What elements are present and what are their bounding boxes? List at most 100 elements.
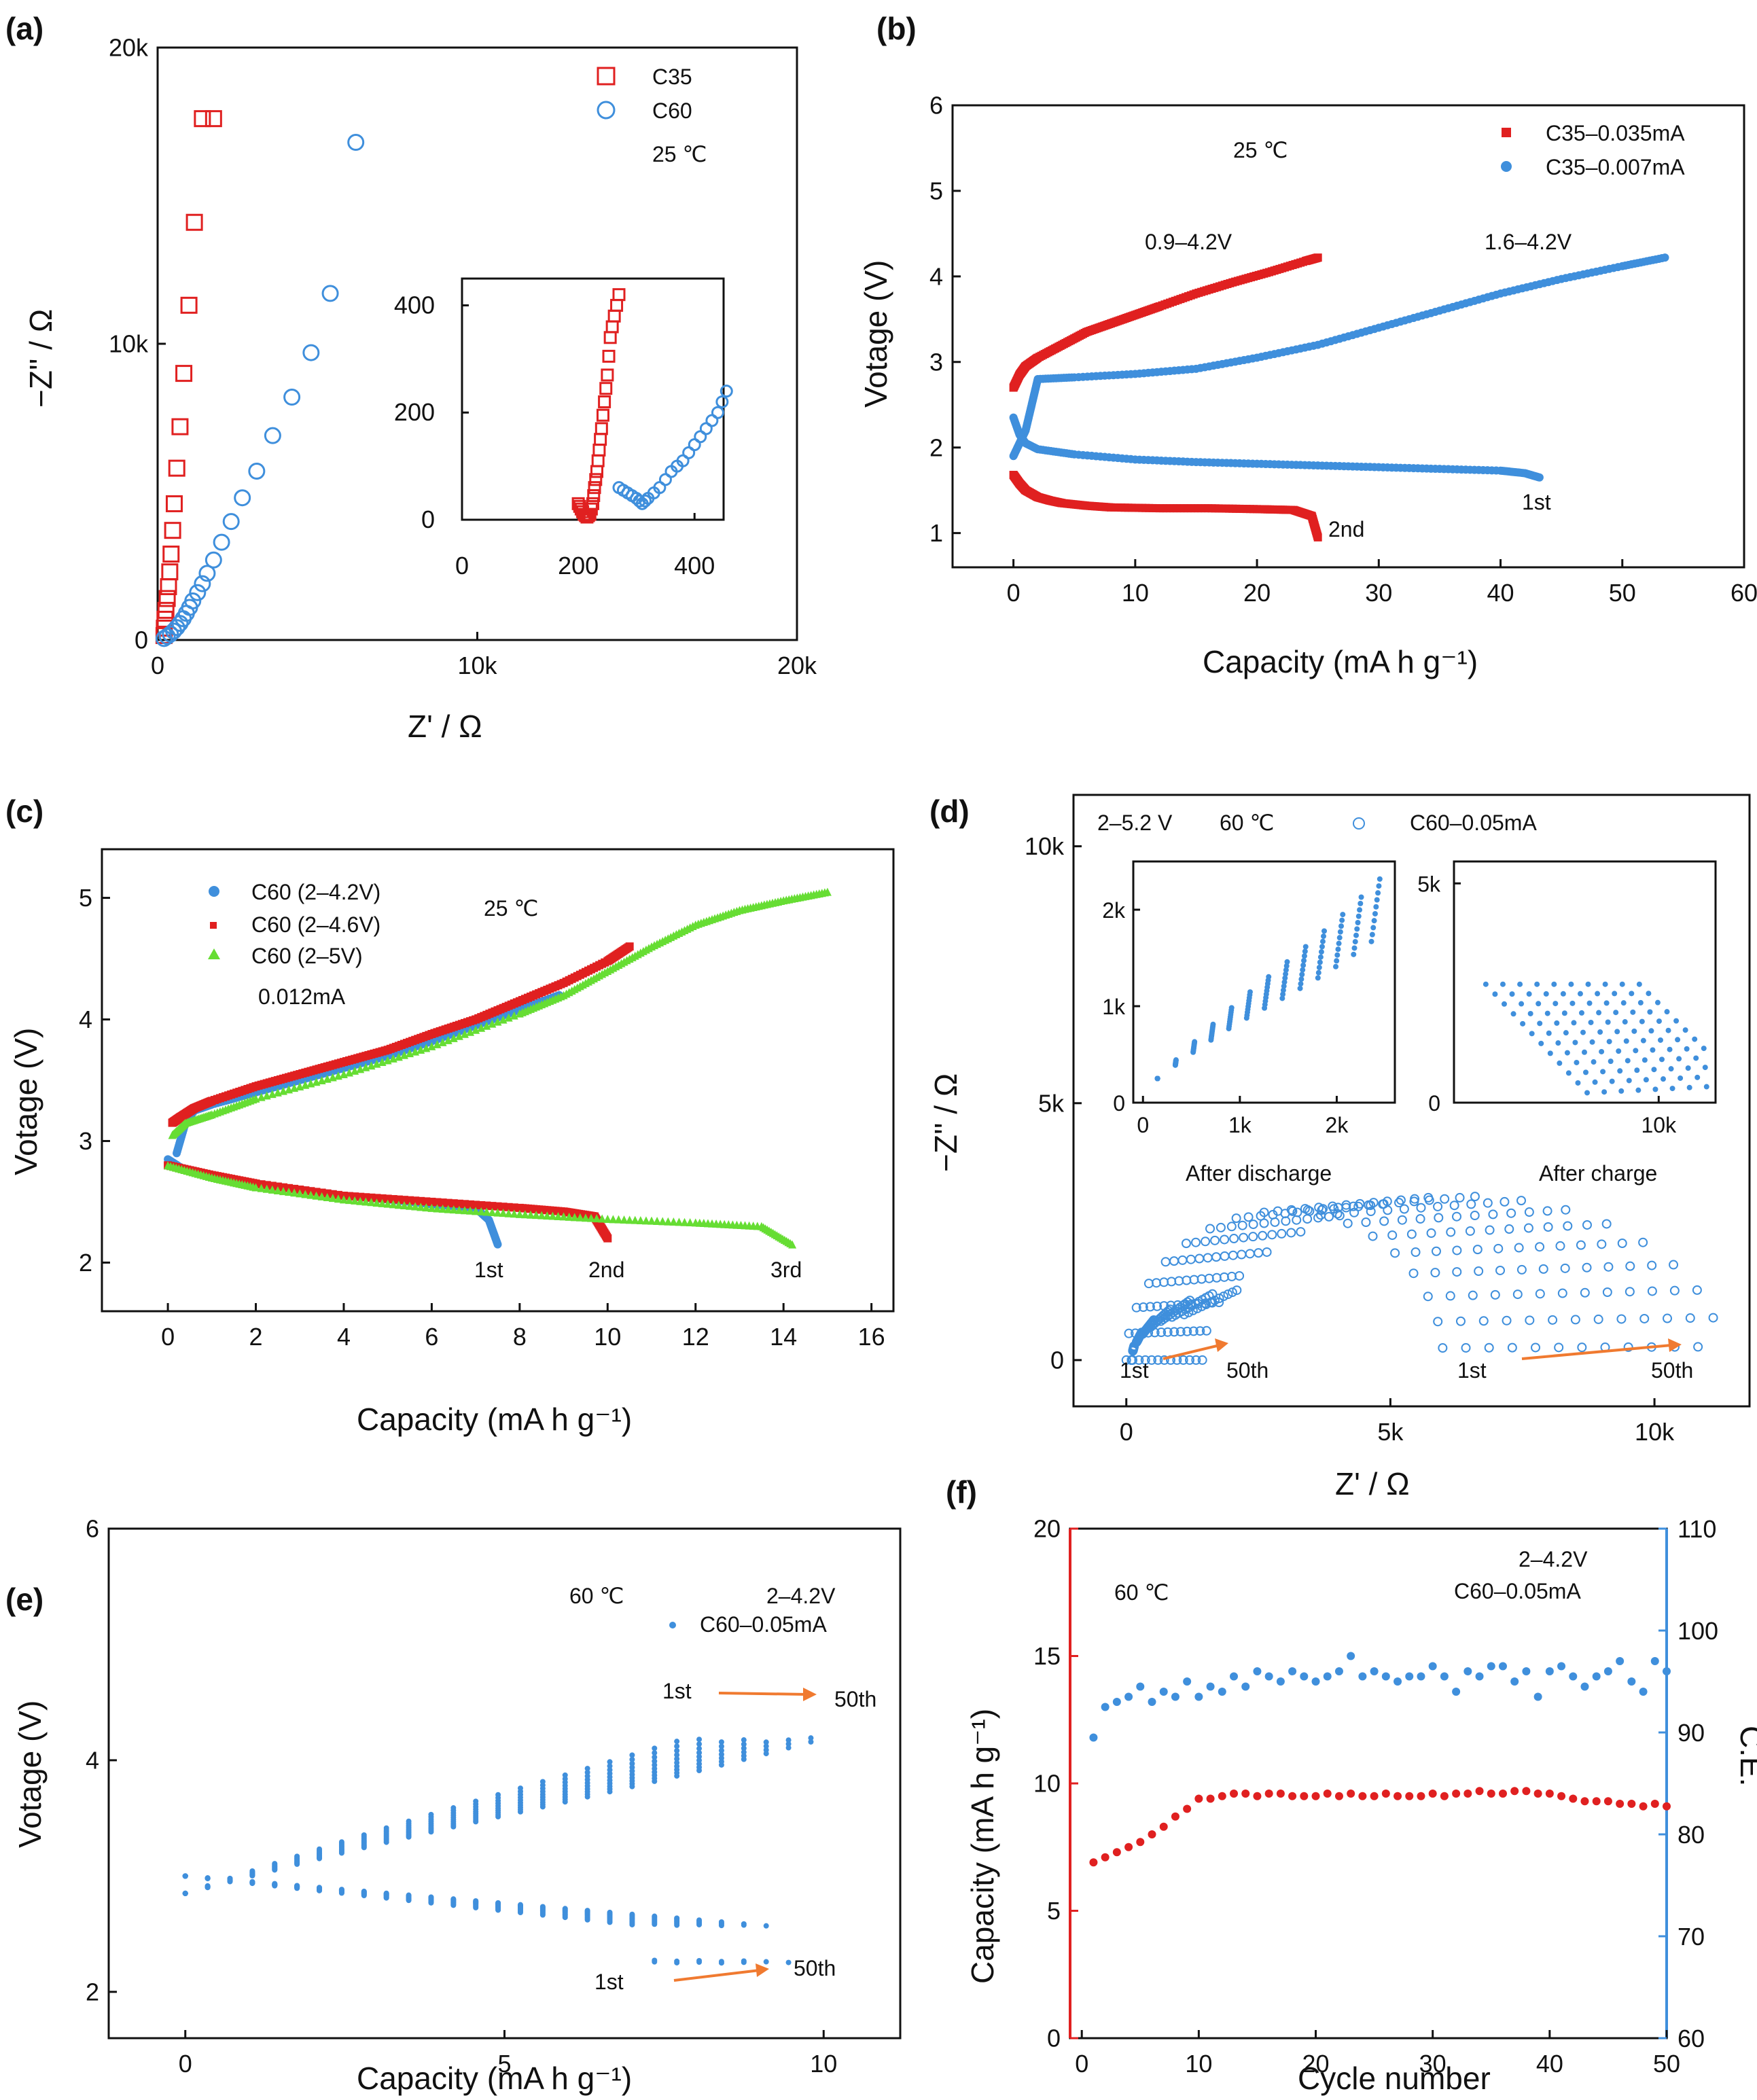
inset-point-charge <box>1519 1001 1525 1007</box>
eis-point-charge <box>1188 1326 1199 1336</box>
inset-point-discharge <box>1370 925 1377 931</box>
charge-point <box>182 1890 188 1896</box>
inset-frame-d-charge <box>1453 860 1717 1104</box>
inset-point-charge <box>1543 991 1549 997</box>
curve-point-c <box>675 1217 684 1226</box>
x-tick-label: 20k <box>777 652 817 679</box>
ce-point <box>1194 1692 1203 1701</box>
eis-point-charge <box>1318 1204 1328 1214</box>
capacity-point <box>1440 1792 1449 1800</box>
eis-point-charge <box>1693 1342 1703 1352</box>
eis-point-charge <box>1617 1239 1627 1249</box>
capacity-point <box>1580 1797 1589 1806</box>
curve-point-c <box>466 1206 475 1215</box>
inset-point-charge <box>1599 1048 1605 1054</box>
curve-point-c <box>554 1211 563 1220</box>
x-tick-label: 40 <box>1487 579 1514 607</box>
data-point-c60 <box>283 388 301 406</box>
ce-point <box>1616 1657 1625 1665</box>
panel-label-b: (b) <box>876 11 917 46</box>
inset-point-c60 <box>639 494 652 508</box>
charge-point <box>808 1735 814 1741</box>
ce-point <box>1417 1672 1425 1681</box>
inset-point-discharge <box>1376 883 1382 889</box>
capacity-point <box>1230 1790 1239 1798</box>
eis-point-charge <box>1446 1227 1456 1237</box>
y-tick-label: 2 <box>86 1978 99 2006</box>
charge-point <box>584 1794 590 1800</box>
charge-point <box>652 1750 658 1756</box>
curve-point-c <box>273 1186 282 1194</box>
eis-point-charge <box>1478 1316 1489 1326</box>
inset-point-charge <box>1575 1080 1581 1086</box>
charge-point <box>495 1814 501 1820</box>
inset-x-tick-label: 0 <box>1137 1113 1149 1137</box>
eis-point-charge <box>1502 1315 1512 1325</box>
ce-point <box>1428 1662 1437 1671</box>
curve-point-c <box>290 1188 299 1197</box>
y2-tick-label: 90 <box>1678 1719 1705 1747</box>
eis-point-charge <box>1248 1220 1258 1230</box>
eis-point-charge <box>1394 1198 1404 1208</box>
inset-point-discharge <box>1300 967 1306 973</box>
data-point-c35 <box>165 495 183 512</box>
eis-point-charge <box>1623 1342 1633 1352</box>
capacity-point <box>1463 1790 1472 1798</box>
arrow-head-e-bottom <box>756 1963 769 1977</box>
inset-point-discharge <box>1351 945 1357 951</box>
x-tick-label: 0 <box>161 1323 175 1351</box>
inset-point-charge <box>1613 1010 1619 1016</box>
eis-point-discharge <box>1185 1296 1195 1306</box>
annotation-current-c: 0.012mA <box>258 984 346 1009</box>
inset-point-discharge <box>1336 940 1342 946</box>
discharge-point <box>696 1958 703 1964</box>
inset-point-discharge <box>1302 948 1308 955</box>
inset-point-charge <box>1527 1010 1533 1016</box>
eis-point-charge <box>1603 1262 1614 1272</box>
annotation-temp-c: 25 ℃ <box>484 896 538 921</box>
inset-point-charge <box>1603 1000 1610 1006</box>
eis-point-charge <box>1525 1315 1535 1325</box>
inset-point-c35 <box>602 349 616 363</box>
legend-marker-b-red <box>1502 128 1511 137</box>
curve-point-c <box>520 1210 529 1219</box>
charge-point <box>696 1754 703 1760</box>
arrow-head-e-top <box>803 1688 817 1701</box>
inset-point-discharge <box>1354 926 1360 932</box>
inset-point-charge <box>1640 1037 1646 1044</box>
eis-point-charge <box>1186 1254 1196 1264</box>
eis-point-charge <box>1366 1207 1376 1217</box>
x-tick-label: 0 <box>151 652 164 679</box>
legend-label-c-green: C60 (2–5V) <box>251 944 363 968</box>
eis-point-charge <box>1410 1194 1420 1204</box>
inset-point-discharge <box>1281 983 1287 989</box>
inset-point-discharge <box>1301 957 1307 963</box>
inset-point-c35 <box>612 288 626 302</box>
ce-point <box>1522 1667 1531 1675</box>
ce-point <box>1288 1667 1297 1675</box>
eis-point-charge <box>1378 1199 1388 1209</box>
curve-point-c <box>372 1198 381 1207</box>
inset-point-discharge <box>1357 907 1363 913</box>
inset-point-charge <box>1668 1066 1674 1072</box>
capacity-point <box>1323 1790 1332 1798</box>
marks-f <box>1089 1652 1671 1867</box>
capacity-point <box>1183 1804 1192 1813</box>
ce-point <box>1124 1692 1133 1701</box>
axis-ticks-c: 0 2 4 6 8 10 12 14 16 2 3 4 5 <box>79 884 885 1351</box>
capacity-point <box>1522 1787 1531 1796</box>
capacity-point <box>1487 1790 1495 1798</box>
eis-point-charge <box>1248 1232 1258 1242</box>
inset-point-charge <box>1633 1048 1639 1054</box>
charge-point <box>205 1885 211 1891</box>
curve-point-c <box>268 1185 277 1194</box>
eis-point-discharge <box>1149 1315 1159 1325</box>
curve-point-c <box>493 1017 502 1026</box>
curve-point-c <box>625 1215 634 1224</box>
inset-point-charge <box>1554 1020 1560 1026</box>
eis-point-charge <box>1474 1266 1484 1277</box>
inset-point-charge <box>1685 1065 1691 1071</box>
charge-point <box>674 1773 680 1779</box>
inset-point-charge <box>1650 1047 1656 1053</box>
curve-point-c <box>345 1196 354 1205</box>
